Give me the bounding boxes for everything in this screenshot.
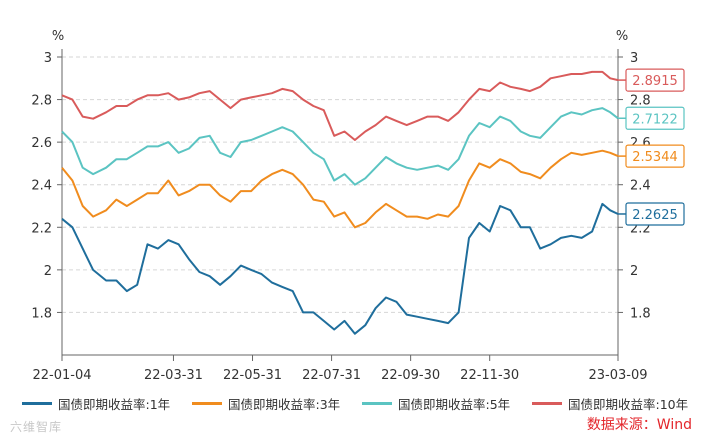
legend-item: 国债即期收益率:3年 — [192, 392, 340, 414]
y-tick-label-left: 2.6 — [31, 136, 52, 151]
watermark-logo: 六维智库 — [10, 420, 63, 434]
legend-label: 国债即期收益率:5年 — [398, 396, 511, 412]
yield-curve-chart: 3 32.8 2.82.6 2.62.4 2.42.2 2.22 21.8 1.822-01-… — [31, 29, 685, 383]
series-end-value-label: 2.8915 — [632, 74, 678, 89]
series-line-3 — [61, 107, 619, 186]
series-end-value-label: 2.5344 — [632, 150, 678, 165]
x-tick-label: 23-03-09 — [588, 368, 647, 383]
y-tick-label-right: 2 — [630, 264, 638, 279]
chart-legend: 国债即期收益率:1年 国债即期收益率:3年 国债即期收益率:5年 国债即期收益率:10… — [0, 392, 720, 414]
y-tick-label-left: 2.4 — [31, 179, 52, 194]
y-tick-label-left: 3 — [44, 51, 52, 66]
x-tick-label: 22-05-31 — [223, 368, 282, 383]
series-line-1 — [61, 202, 619, 335]
series-end-value-label: 2.2625 — [632, 208, 678, 223]
y-tick-label-right: 1.8 — [630, 306, 651, 321]
callout-box — [625, 144, 685, 168]
legend-label: 国债即期收益率:1年 — [58, 396, 171, 412]
y-tick-label-right: 2.8 — [630, 94, 651, 109]
series-line-2 — [61, 149, 619, 229]
data-source-note: 数据来源：Wind — [586, 417, 692, 433]
callout-box — [625, 202, 685, 226]
y-tick-label-left: 2.2 — [31, 221, 52, 236]
y-tick-label-right: 3 — [630, 51, 638, 66]
y-axis-unit-left: % — [52, 29, 64, 44]
y-tick-label-right: 2.4 — [630, 179, 651, 194]
y-tick-label-left: 2 — [44, 264, 52, 279]
callout-box — [625, 106, 685, 130]
legend-swatch — [362, 401, 392, 405]
series-line-4 — [61, 70, 619, 141]
legend-item: 国债即期收益率:10年 — [532, 392, 688, 414]
series-lines — [61, 70, 619, 335]
legend-item: 国债即期收益率:1年 — [22, 392, 170, 414]
legend-swatch — [532, 401, 562, 405]
x-tick-label: 22-03-31 — [144, 368, 203, 383]
y-tick-label-left: 2.8 — [31, 94, 52, 109]
legend-item: 国债即期收益率:5年 — [362, 392, 510, 414]
end-value-callouts: 2.2625 2.5344 2.7122 2.8915 — [618, 68, 685, 226]
x-tick-label: 22-09-30 — [381, 368, 440, 383]
legend-swatch — [22, 401, 52, 405]
x-tick-label: 22-07-31 — [302, 368, 361, 383]
legend-label: 国债即期收益率:10年 — [568, 396, 689, 412]
callout-box — [625, 68, 685, 92]
y-axis-unit-right: % — [616, 29, 628, 44]
x-tick-label: 22-11-30 — [460, 368, 519, 383]
legend-label: 国债即期收益率:3年 — [228, 396, 341, 412]
y-tick-label-left: 1.8 — [31, 306, 52, 321]
axes: 3 32.8 2.82.6 2.62.4 2.42.2 2.22 21.8 1.822-01-… — [31, 49, 651, 383]
x-tick-label: 22-01-04 — [32, 368, 91, 383]
legend-swatch — [192, 401, 222, 405]
series-end-value-label: 2.7122 — [632, 112, 678, 127]
